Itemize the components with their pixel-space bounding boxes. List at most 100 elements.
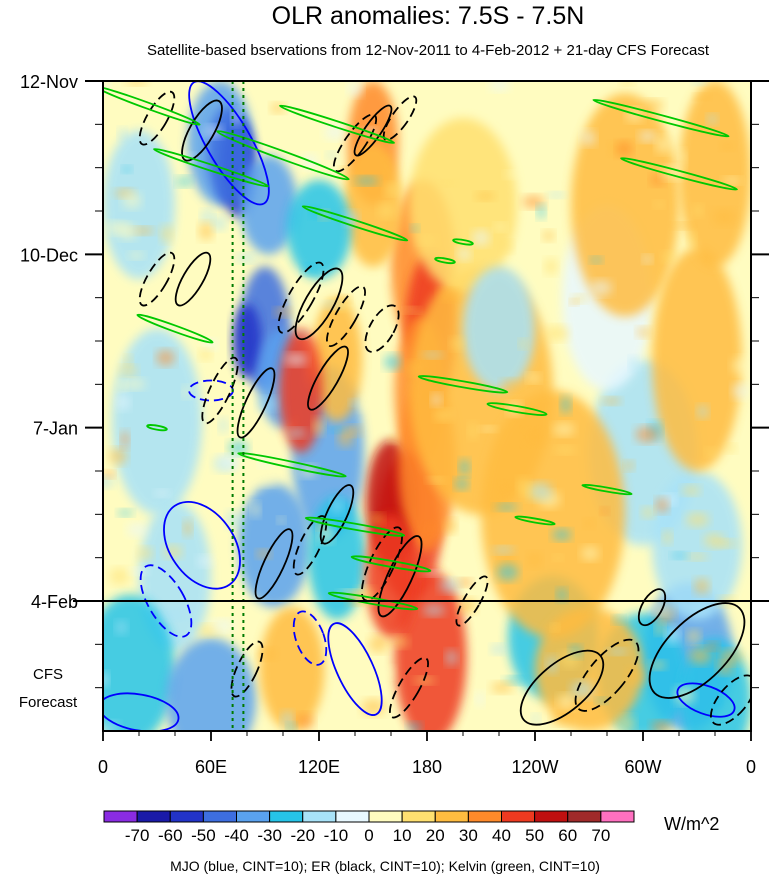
x-tick-label: 120E xyxy=(298,757,340,777)
field-speck xyxy=(390,635,409,649)
field-speck xyxy=(517,477,530,495)
field-speck xyxy=(650,173,665,186)
field-speck xyxy=(423,521,438,537)
field-speck xyxy=(443,519,457,534)
field-speck xyxy=(544,258,558,275)
field-speck xyxy=(529,482,553,501)
field-speck xyxy=(731,382,749,399)
er-contour xyxy=(326,285,366,348)
field-speck xyxy=(626,108,644,122)
field-speck xyxy=(703,533,725,548)
field-speck xyxy=(407,722,422,731)
field-speck xyxy=(176,176,193,187)
forecast-label-line1: CFS xyxy=(33,666,63,683)
colorbar-label: 60 xyxy=(558,826,577,845)
field-speck xyxy=(720,142,735,151)
field-speck xyxy=(581,130,596,146)
field-blob-15 xyxy=(286,179,352,280)
field-speck xyxy=(122,192,142,209)
kelvin-contour xyxy=(486,402,548,416)
field-blob-26 xyxy=(166,638,256,731)
er-contour xyxy=(294,267,344,341)
kelvin-contour xyxy=(452,238,474,246)
colorbar-label: 40 xyxy=(492,826,511,845)
colorbar-label: -50 xyxy=(191,826,216,845)
field-speck xyxy=(522,195,545,209)
field-speck xyxy=(569,298,578,306)
field-blob-20 xyxy=(238,483,310,608)
field-speck xyxy=(204,125,223,139)
field-speck xyxy=(635,426,660,443)
field-speck xyxy=(547,191,566,198)
field-speck xyxy=(504,170,522,179)
field-speck xyxy=(256,473,280,487)
field-speck xyxy=(526,373,541,383)
field-speck xyxy=(504,676,527,685)
field-speck xyxy=(705,447,717,457)
kelvin-contour xyxy=(136,313,214,344)
colorbar-label: -10 xyxy=(324,826,349,845)
field-speck xyxy=(358,650,373,665)
x-tick-label: 0 xyxy=(98,757,108,777)
forecast-label-line2: Forecast xyxy=(18,694,78,711)
mjo-contour xyxy=(163,500,241,590)
y-tick-label: 10-Dec xyxy=(20,245,78,265)
field-speck xyxy=(590,256,603,264)
mjo-contour xyxy=(676,682,736,718)
field-speck xyxy=(445,649,458,666)
colorbar-swatch xyxy=(534,810,569,823)
field-blob-25 xyxy=(103,594,175,731)
contour-layer xyxy=(103,81,751,731)
field-blob-17 xyxy=(232,303,262,379)
field-speck xyxy=(655,136,671,154)
field-speck xyxy=(542,230,555,241)
field-speck xyxy=(706,114,718,125)
field-speck xyxy=(607,647,629,655)
field-speck xyxy=(422,604,446,616)
er-contour xyxy=(138,251,176,307)
field-speck xyxy=(672,222,694,230)
er-contour xyxy=(138,90,176,146)
field-speck xyxy=(286,428,307,438)
field-speck xyxy=(125,81,148,86)
colorbar-label: -20 xyxy=(290,826,315,845)
field-speck xyxy=(127,251,145,260)
field-speck xyxy=(103,81,111,90)
field-speck xyxy=(368,273,389,283)
field-speck xyxy=(326,151,338,159)
field-speck xyxy=(523,428,547,446)
field-speck xyxy=(655,622,665,635)
colorbar-swatch xyxy=(335,810,370,823)
field-speck xyxy=(697,405,709,419)
field-speck xyxy=(284,353,308,366)
field-speck xyxy=(636,327,651,338)
field-speck xyxy=(694,578,710,595)
er-contour xyxy=(710,674,751,726)
kelvin-contour xyxy=(581,483,633,496)
colorbar-label: -70 xyxy=(125,826,150,845)
colorbar-label: 30 xyxy=(459,826,478,845)
field-speck xyxy=(620,81,635,86)
field-speck xyxy=(381,156,390,174)
field-speck xyxy=(212,216,227,231)
field-speck xyxy=(347,81,363,97)
field-speck xyxy=(580,546,600,561)
field-blob-40 xyxy=(652,247,742,472)
field-speck xyxy=(281,711,294,728)
y-tick-label: 7-Jan xyxy=(33,419,78,439)
er-contour xyxy=(307,345,349,411)
colorbar-label: 10 xyxy=(393,826,412,845)
colorbar-swatch xyxy=(401,810,436,823)
field-speck xyxy=(687,629,701,644)
field-speck xyxy=(616,141,633,157)
field-speck xyxy=(183,519,193,537)
field-speck xyxy=(629,356,639,371)
field-speck xyxy=(331,499,344,514)
field-speck xyxy=(475,191,496,201)
field-speck xyxy=(236,253,257,263)
colorbar-swatch xyxy=(302,810,337,823)
field-speck xyxy=(277,516,286,524)
field-speck xyxy=(498,550,516,569)
field-speck xyxy=(560,396,571,414)
x-tick-label: 0 xyxy=(746,757,756,777)
